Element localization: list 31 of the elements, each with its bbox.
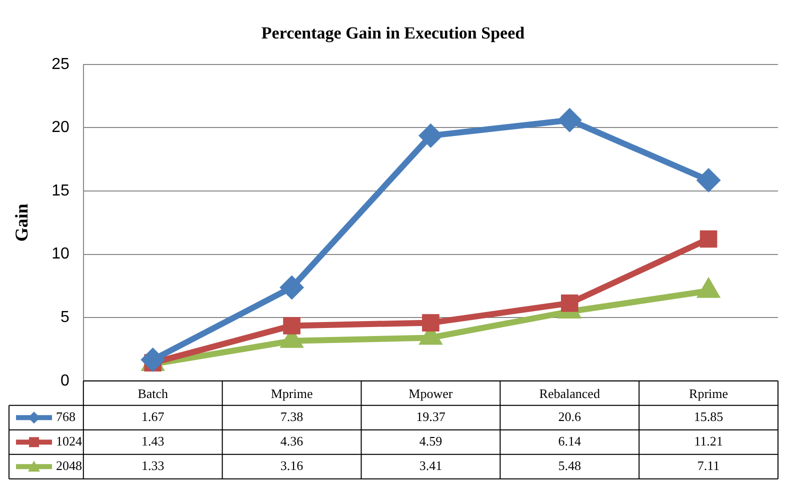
y-tick-label: 25: [52, 56, 70, 73]
data-label: 7.38: [280, 409, 304, 424]
y-axis-title: Gain: [11, 204, 32, 242]
legend-label: 2048: [56, 458, 82, 474]
y-tick-label: 0: [60, 372, 70, 390]
data-label: 1.43: [141, 434, 164, 449]
data-label: 7.11: [697, 458, 720, 474]
data-label: 3.41: [419, 458, 442, 474]
data-label: 4.36: [280, 434, 304, 449]
data-label: 11.21: [694, 434, 723, 449]
x-tick-label: Batch: [138, 386, 169, 402]
legend-label: 1024: [56, 434, 82, 449]
y-tick-label: 20: [52, 119, 70, 136]
legend-label: 768: [56, 409, 76, 424]
data-label: 20.6: [558, 409, 582, 424]
y-tick-label: 5: [60, 309, 70, 326]
x-tick-label: Rprime: [689, 386, 728, 402]
chart-title: Percentage Gain in Execution Speed: [261, 24, 526, 43]
x-tick-label: Rebalanced: [539, 386, 600, 402]
y-tick-label: 15: [52, 182, 70, 200]
data-label: 6.14: [558, 434, 582, 449]
data-label: 15.85: [694, 409, 724, 424]
data-label: 1.67: [141, 409, 165, 424]
data-label: 4.59: [419, 434, 442, 449]
data-label: 19.37: [416, 409, 446, 424]
x-tick-label: Mprime: [270, 386, 313, 402]
data-label: 3.16: [280, 458, 304, 474]
x-tick-label: Mpower: [408, 386, 454, 402]
y-tick-label: 10: [52, 246, 70, 263]
data-label: 5.48: [558, 458, 581, 474]
data-label: 1.33: [141, 458, 164, 474]
